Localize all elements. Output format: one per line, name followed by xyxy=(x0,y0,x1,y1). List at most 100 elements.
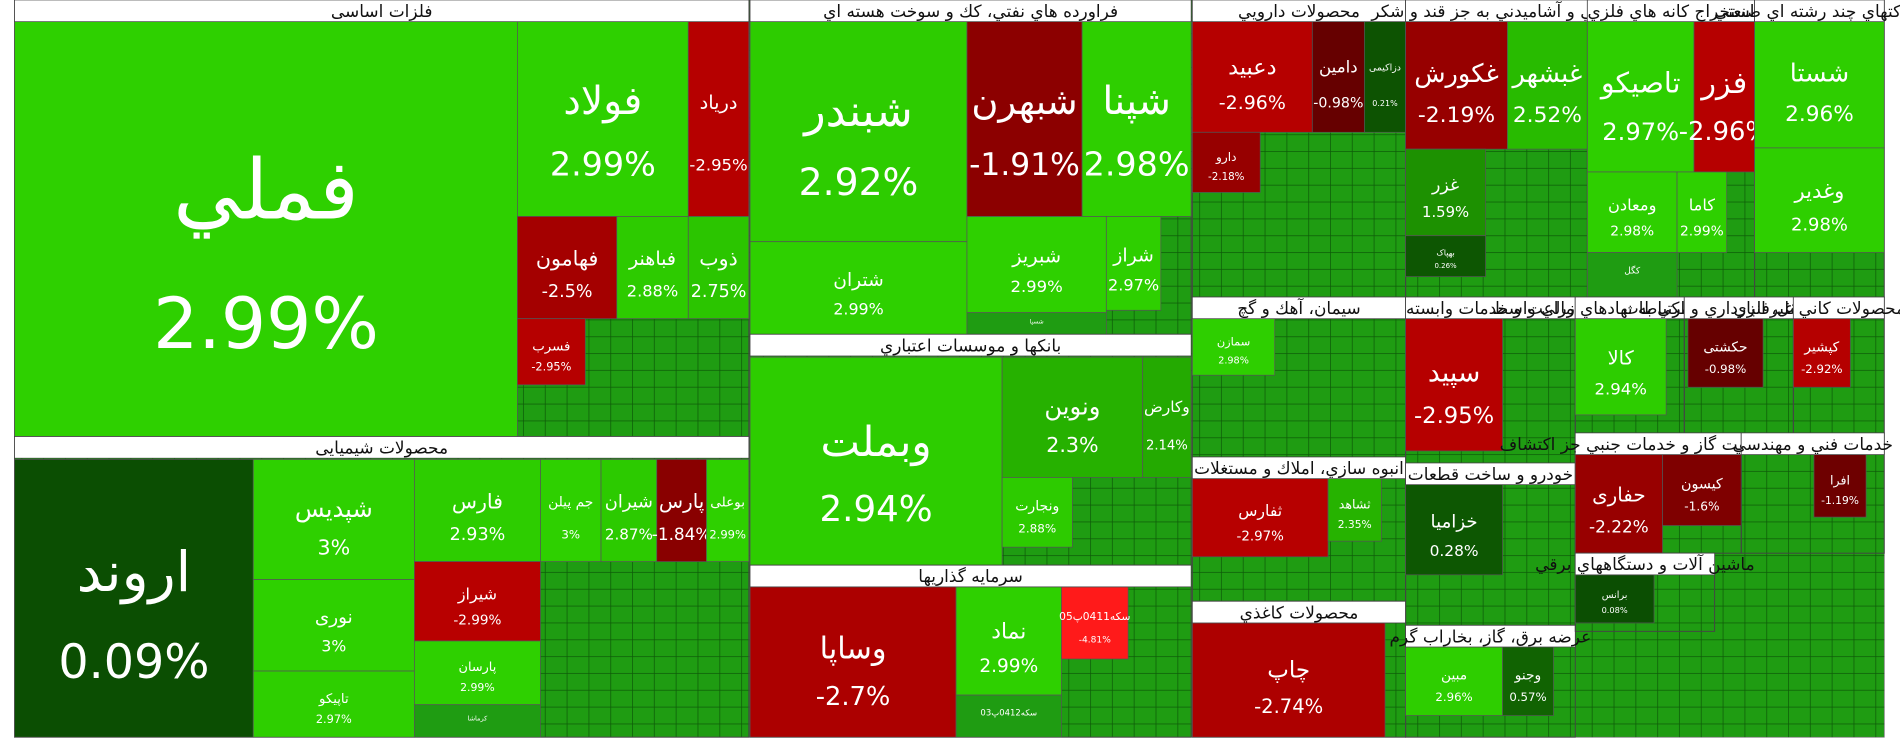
tile-label: شپنا xyxy=(1102,79,1171,124)
tile-label: ثفارس xyxy=(1238,501,1282,521)
tile xyxy=(1405,235,1486,277)
tile-value-label: -2.97% xyxy=(1237,529,1284,544)
tile-value-label: -4.81% xyxy=(1079,636,1111,646)
tile-label: ثشاهد xyxy=(1339,496,1371,511)
sector-title: شركتهاي چند رشته اي صنعتي xyxy=(1714,1,1900,22)
tile-label: سپید xyxy=(1428,358,1480,389)
tile-label: وبملت xyxy=(820,417,931,466)
tile-value-label: 2.98% xyxy=(1610,224,1654,240)
tile-label: کالا xyxy=(1608,347,1635,370)
tile xyxy=(252,670,415,738)
tile-label: شسپا xyxy=(1030,319,1044,326)
tile xyxy=(1405,21,1508,150)
tile-label: کرماشا xyxy=(468,714,489,722)
tile xyxy=(1061,586,1129,660)
tile-value-label: 1.59% xyxy=(1422,204,1469,221)
tile-label: دارو xyxy=(1215,150,1236,165)
tile xyxy=(1574,574,1655,624)
sector-header xyxy=(749,564,1192,588)
tile-value-label: -2.74% xyxy=(1254,695,1323,718)
tile xyxy=(749,356,1003,566)
tile xyxy=(1405,646,1503,716)
tile xyxy=(749,21,968,243)
tile-label: کپشیر xyxy=(1803,340,1839,356)
tile xyxy=(252,579,415,672)
tile xyxy=(1142,356,1192,478)
tile xyxy=(706,459,750,562)
tile-label: دریاد xyxy=(700,91,738,114)
tile xyxy=(14,459,254,738)
tile-label: نوری xyxy=(315,607,353,628)
tile-value-label: 2.99% xyxy=(833,300,883,319)
tile-label: حکشتی xyxy=(1703,340,1747,356)
tile-value-label: -2.19% xyxy=(1418,103,1495,128)
tile xyxy=(1676,171,1728,253)
sector-title: بانكها و موسسات اعتباري xyxy=(880,335,1061,356)
tile-label: شبریز xyxy=(1011,244,1061,267)
tile-label: چاپ xyxy=(1267,657,1310,683)
tile-value-label: 3% xyxy=(317,535,350,559)
tile-value-label: -2.96% xyxy=(1219,92,1286,114)
tile-value-label: 3% xyxy=(561,528,580,542)
sector-header xyxy=(14,436,750,459)
tile xyxy=(517,318,586,386)
tile xyxy=(1191,318,1276,376)
tile xyxy=(1405,318,1503,452)
sector-header xyxy=(749,0,1192,23)
tile-label: غبشهر xyxy=(1510,59,1582,89)
sector-title: انبوه سازي، املاك و مستغلات xyxy=(1194,458,1404,479)
tile-label: نماد xyxy=(991,619,1026,644)
tile xyxy=(1191,21,1313,133)
tile-label: وغدیر xyxy=(1794,179,1845,203)
tile xyxy=(1001,477,1073,548)
tile-label: دعبید xyxy=(1228,55,1276,81)
tile-label: وجنو xyxy=(1514,668,1542,684)
tile-label: شیراز xyxy=(457,584,497,604)
tile-label: مبین xyxy=(1441,668,1467,684)
sector-header xyxy=(1740,432,1885,455)
sector-title: زراعت و خدمات وابسته xyxy=(1406,298,1575,318)
tile-value-label: 2.35% xyxy=(1338,518,1372,531)
sector-title: فراورده هاي نفتي، كك و سوخت هسته اي xyxy=(823,1,1118,22)
sector-title: خودرو و ساخت قطعات xyxy=(1408,464,1573,484)
tile xyxy=(749,586,957,738)
sector-title: فلزات اساسی xyxy=(331,1,433,21)
tile xyxy=(540,459,602,562)
sector-title: عرضه برق، گاز، بخاراب گرم xyxy=(1390,626,1592,646)
tile-label: سکه0412پ03 xyxy=(980,707,1037,717)
tile-value-label: 2.94% xyxy=(819,489,932,530)
tile-value-label: 2.98% xyxy=(1791,214,1848,235)
tile-label: دزاکیمی xyxy=(1369,63,1401,74)
sector-title: غذايي و آشاميدني به جز قند و شكر xyxy=(1370,0,1621,22)
tile-value-label: 2.99% xyxy=(979,656,1038,677)
tile-value-label: -2.95% xyxy=(531,361,571,374)
tile-value-label: 2.87% xyxy=(605,526,653,544)
tile-value-label: 2.99% xyxy=(1010,277,1062,296)
sector-title: محصولات كاغذي xyxy=(1240,602,1359,623)
tile xyxy=(1693,21,1755,173)
tile-value-label: -2.22% xyxy=(1589,517,1649,537)
tile-value-label: 2.97% xyxy=(1108,275,1159,294)
tile-label: فهامون xyxy=(536,246,598,270)
tile-value-label: 2.96% xyxy=(1785,102,1854,127)
tile-label: تاصیکو xyxy=(1599,67,1681,100)
tile-value-label: 2.94% xyxy=(1595,379,1647,398)
tile xyxy=(600,459,658,562)
tile-value-label: 0.09% xyxy=(58,635,209,690)
tile-value-label: 0.26% xyxy=(1434,262,1457,270)
tile xyxy=(1587,171,1678,253)
tile-value-label: -2.99% xyxy=(453,612,501,628)
sector-header xyxy=(1574,552,1715,576)
tile-label: غزر xyxy=(1431,176,1459,196)
tile xyxy=(687,21,750,217)
tile-value-label: -1.19% xyxy=(1821,494,1859,507)
tile-value-label: 2.75% xyxy=(691,282,747,302)
sector-header xyxy=(14,0,750,23)
tile-label: ونوین xyxy=(1044,393,1100,421)
tile-value-label: -1.6% xyxy=(1684,500,1719,514)
tile-label: بهپاک xyxy=(1436,247,1454,257)
tile-label: کگل xyxy=(1624,266,1641,277)
tile xyxy=(1364,21,1406,133)
tile-value-label: 2.97% xyxy=(1602,118,1679,146)
